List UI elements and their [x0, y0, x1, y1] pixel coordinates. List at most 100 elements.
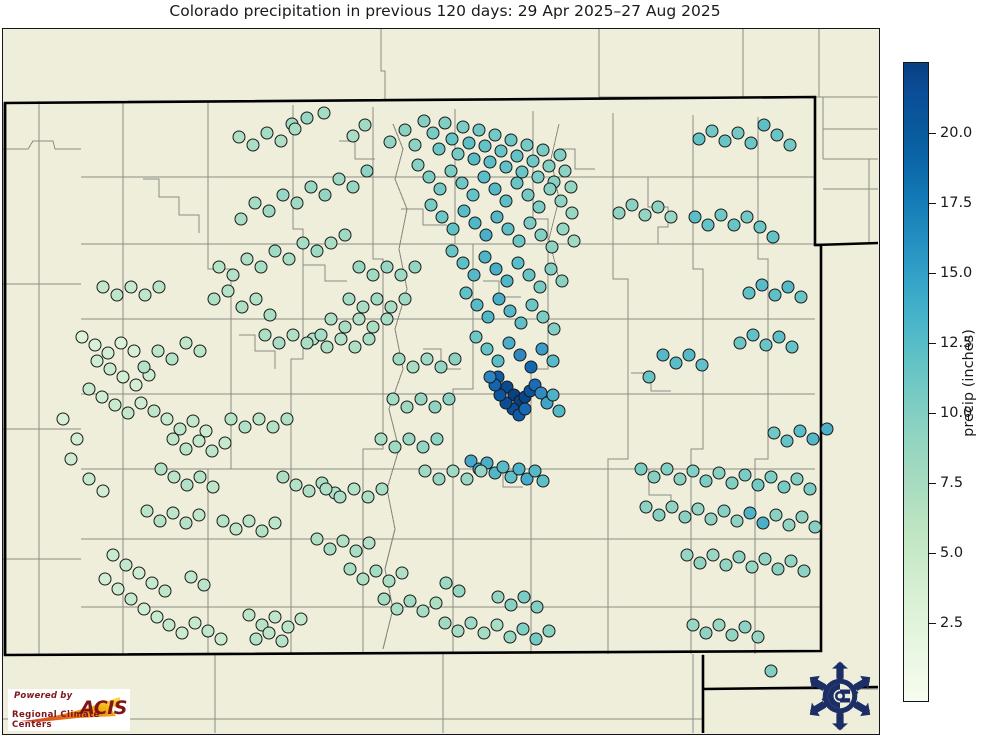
- station-point: [124, 592, 138, 606]
- station-point: [511, 256, 525, 270]
- station-point: [558, 164, 572, 178]
- station-point: [490, 210, 504, 224]
- colorbar-tick-mark: [929, 413, 936, 415]
- station-point: [727, 218, 741, 232]
- station-point: [403, 594, 417, 608]
- station-point: [360, 164, 374, 178]
- station-point: [358, 118, 372, 132]
- station-point: [732, 550, 746, 564]
- station-point: [510, 176, 524, 190]
- acis-logo[interactable]: Powered by ACIS Regional Climate Centers: [8, 689, 130, 731]
- station-point: [725, 476, 739, 490]
- station-point: [248, 196, 262, 210]
- station-point: [229, 522, 243, 536]
- station-point: [426, 126, 440, 140]
- station-point: [281, 620, 295, 634]
- station-point: [522, 268, 536, 282]
- colorbar: 20.0 17.5 15.0 12.5 10.0 7.5 5.0 2.5 precip (in…: [903, 60, 997, 706]
- station-point: [756, 516, 770, 530]
- station-point: [500, 274, 514, 288]
- station-point: [794, 290, 808, 304]
- station-point: [467, 268, 481, 282]
- station-point: [56, 412, 70, 426]
- station-point: [793, 424, 807, 438]
- acis-powered-by-text: Powered by: [14, 691, 73, 701]
- station-point: [751, 630, 765, 644]
- station-point: [554, 194, 568, 208]
- station-point: [332, 172, 346, 186]
- station-point: [180, 478, 194, 492]
- colorbar-tick-label: 20.0: [940, 125, 973, 142]
- station-point: [192, 434, 206, 448]
- station-point: [546, 354, 560, 368]
- station-point: [673, 472, 687, 486]
- acis-swoosh-icon: [20, 697, 120, 722]
- station-point: [375, 482, 389, 496]
- station-point: [477, 626, 491, 640]
- station-point: [464, 616, 478, 630]
- station-point: [226, 268, 240, 282]
- station-point: [536, 474, 550, 488]
- station-point: [238, 420, 252, 434]
- station-point: [212, 260, 226, 274]
- station-point: [714, 208, 728, 222]
- station-point: [137, 360, 151, 374]
- station-point: [490, 618, 504, 632]
- station-point: [725, 628, 739, 642]
- station-point: [101, 346, 115, 360]
- station-point: [374, 432, 388, 446]
- station-point: [276, 470, 290, 484]
- station-point: [352, 312, 366, 326]
- station-point: [95, 390, 109, 404]
- snowflake-icon[interactable]: [794, 660, 886, 732]
- station-point: [294, 612, 308, 626]
- station-point: [362, 332, 376, 346]
- station-point: [153, 514, 167, 528]
- station-point: [348, 340, 362, 354]
- station-point: [745, 560, 759, 574]
- station-point: [483, 155, 497, 169]
- station-point: [254, 260, 268, 274]
- station-point: [166, 432, 180, 446]
- colorbar-tick-mark: [929, 273, 936, 275]
- colorbar-tick-label: 12.5: [940, 334, 973, 351]
- station-point: [517, 590, 531, 604]
- station-point: [252, 412, 266, 426]
- colorbar-tick-mark: [929, 342, 936, 344]
- station-point: [446, 464, 460, 478]
- station-point: [129, 378, 143, 392]
- station-point: [543, 182, 557, 196]
- station-point: [356, 300, 370, 314]
- station-point: [718, 134, 732, 148]
- station-point: [784, 554, 798, 568]
- station-point: [124, 280, 138, 294]
- station-point: [352, 260, 366, 274]
- station-point: [276, 188, 290, 202]
- colorbar-tick-label: 15.0: [940, 265, 973, 282]
- station-point: [103, 362, 117, 376]
- station-point: [516, 622, 530, 636]
- station-point: [564, 180, 578, 194]
- station-point: [334, 332, 348, 346]
- station-point: [147, 404, 161, 418]
- station-point: [114, 336, 128, 350]
- colorbar-tick-mark: [929, 203, 936, 205]
- station-point: [525, 298, 539, 312]
- station-point: [179, 516, 193, 530]
- station-point: [820, 422, 834, 436]
- station-point: [158, 584, 172, 598]
- colorbar-axis-label: precip (inches): [961, 329, 977, 437]
- colorbar-tick-mark: [929, 133, 936, 135]
- colorbar-tick-label: 5.0: [940, 544, 964, 561]
- station-point: [504, 470, 518, 484]
- station-point: [712, 618, 726, 632]
- station-point: [451, 624, 465, 638]
- station-point: [361, 490, 375, 504]
- station-point: [369, 564, 383, 578]
- station-point: [260, 126, 274, 140]
- station-point: [432, 142, 446, 156]
- station-point: [456, 120, 470, 134]
- station-point: [738, 468, 752, 482]
- station-point: [255, 524, 269, 538]
- station-point: [699, 626, 713, 640]
